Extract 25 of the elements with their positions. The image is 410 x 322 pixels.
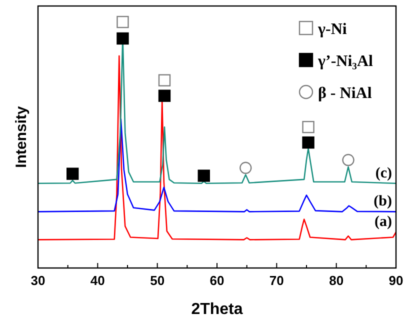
series-label: (b) (374, 194, 392, 210)
point (240, 162, 252, 174)
series-label: (a) (374, 214, 392, 230)
x-tick-label: 50 (150, 273, 165, 288)
x-axis-title: 2Theta (191, 301, 243, 318)
y-axis-title: Intensity (13, 106, 30, 168)
x-tick-label: 60 (210, 273, 224, 288)
legend-label: γ-Ni (317, 21, 348, 38)
legend-label: β - NiAl (318, 85, 372, 102)
point (116, 32, 129, 45)
point (198, 170, 210, 182)
point (158, 90, 171, 102)
x-tick-label: 90 (388, 273, 404, 288)
point (302, 136, 314, 149)
point (342, 154, 354, 166)
x-tick-label: 30 (30, 273, 46, 288)
series-label: (c) (375, 165, 392, 182)
point (116, 16, 129, 28)
point (66, 168, 79, 180)
point (158, 74, 171, 86)
x-tick-label: 40 (90, 273, 105, 288)
legend-label: γ’-Ni₃Al (317, 53, 374, 70)
point (302, 120, 314, 134)
x-tick-label: 70 (269, 273, 284, 288)
x-tick-label: 80 (329, 273, 344, 288)
